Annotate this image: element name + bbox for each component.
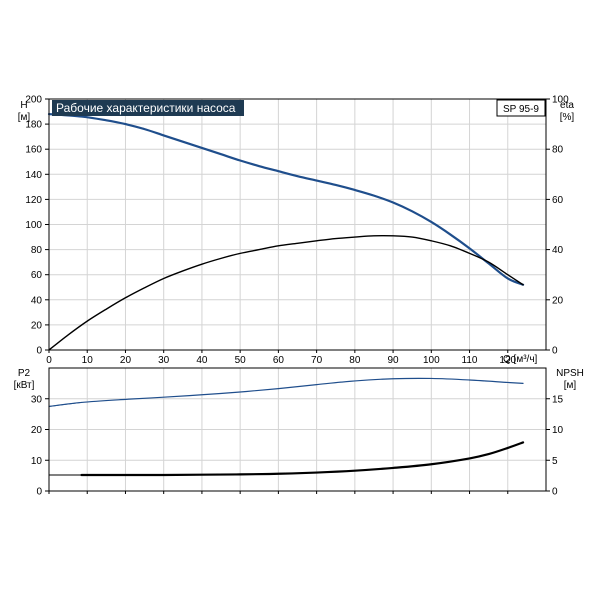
series-p2-curve <box>48 377 524 408</box>
x-axis-tick-label: 70 <box>311 355 323 366</box>
right-axis-tick-label: 40 <box>552 245 564 256</box>
series-eta-curve <box>48 234 524 351</box>
q-axis-label: Q [м³/ч] <box>503 354 538 365</box>
left-axis-tick-label: 0 <box>36 487 42 498</box>
p2-axis-label: P2 <box>18 368 31 379</box>
right-axis-tick-label: 5 <box>552 456 558 467</box>
p2-axis-unit: [кВт] <box>14 380 35 391</box>
top-tick-labels: 0 20 40 60 80 100 120 140 160 180 200 0 20 40 60 80 100 0… <box>25 95 569 367</box>
left-axis-tick-label: 200 <box>25 95 42 106</box>
x-axis-tick-label: 0 <box>46 355 52 366</box>
left-axis-tick-label: 20 <box>31 425 43 436</box>
right-axis-tick-label: 20 <box>552 295 564 306</box>
left-axis-tick-label: 120 <box>25 195 42 206</box>
npsh-axis-label: NPSH <box>556 368 584 379</box>
left-axis-tick-label: 10 <box>31 456 43 467</box>
h-axis-label: H <box>20 100 27 111</box>
left-axis-tick-label: 60 <box>31 270 43 281</box>
x-axis-tick-label: 90 <box>388 355 400 366</box>
x-axis-tick-label: 60 <box>273 355 285 366</box>
left-axis-tick-label: 80 <box>31 245 43 256</box>
left-axis-tick-label: 40 <box>31 295 43 306</box>
eta-axis-unit: [%] <box>560 112 575 123</box>
x-axis-tick-label: 30 <box>158 355 170 366</box>
right-axis-tick-label: 80 <box>552 145 564 156</box>
left-axis-tick-label: 160 <box>25 145 42 156</box>
eta-axis-label: eta <box>560 100 574 111</box>
model-label-box <box>496 99 546 117</box>
x-axis-tick-label: 80 <box>349 355 361 366</box>
right-axis-tick-label: 15 <box>552 394 564 405</box>
x-axis-tick-label: 10 <box>82 355 94 366</box>
left-axis-tick-label: 20 <box>31 320 43 331</box>
bottom-curves <box>48 377 525 477</box>
chart-title-box <box>52 100 244 116</box>
x-axis-tick-label: 20 <box>120 355 132 366</box>
npsh-axis-unit: [м] <box>564 380 577 391</box>
x-axis-tick-label: 40 <box>196 355 208 366</box>
x-axis-tick-label: 120 <box>499 355 516 366</box>
bottom-tick-labels: 0 10 20 30 0 5 10 15 <box>31 394 564 497</box>
left-axis-tick-label: 100 <box>25 220 42 231</box>
right-axis-tick-label: 100 <box>552 95 569 106</box>
left-axis-tick-label: 30 <box>31 394 43 405</box>
model-label: SP 95-9 <box>503 104 539 115</box>
chart-title: Рабочие характеристики насоса <box>56 101 236 115</box>
right-axis-tick-label: 0 <box>552 346 558 357</box>
head-efficiency-chart: 0 20 40 60 80 100 120 140 160 180 200 0 20 40 60 80 100 0… <box>18 95 575 367</box>
x-axis-tick-label: 100 <box>423 355 440 366</box>
power-npsh-chart: 0 10 20 30 0 5 10 15 P2 [кВт] NPSH [м] <box>14 367 584 498</box>
right-axis-tick-label: 0 <box>552 487 558 498</box>
series-p2-cont-curve <box>48 401 82 407</box>
left-axis-tick-label: 140 <box>25 170 42 181</box>
right-axis-tick-label: 10 <box>552 425 564 436</box>
left-axis-tick-label: 0 <box>36 346 42 357</box>
x-axis-tick-label: 50 <box>235 355 247 366</box>
h-axis-unit: [м] <box>18 112 31 123</box>
left-axis-tick-label: 180 <box>25 120 42 131</box>
series-npsh-curve <box>80 441 525 477</box>
x-axis-tick-label: 110 <box>462 355 478 366</box>
right-axis-tick-label: 60 <box>552 195 564 206</box>
series-h-curve <box>47 112 525 286</box>
